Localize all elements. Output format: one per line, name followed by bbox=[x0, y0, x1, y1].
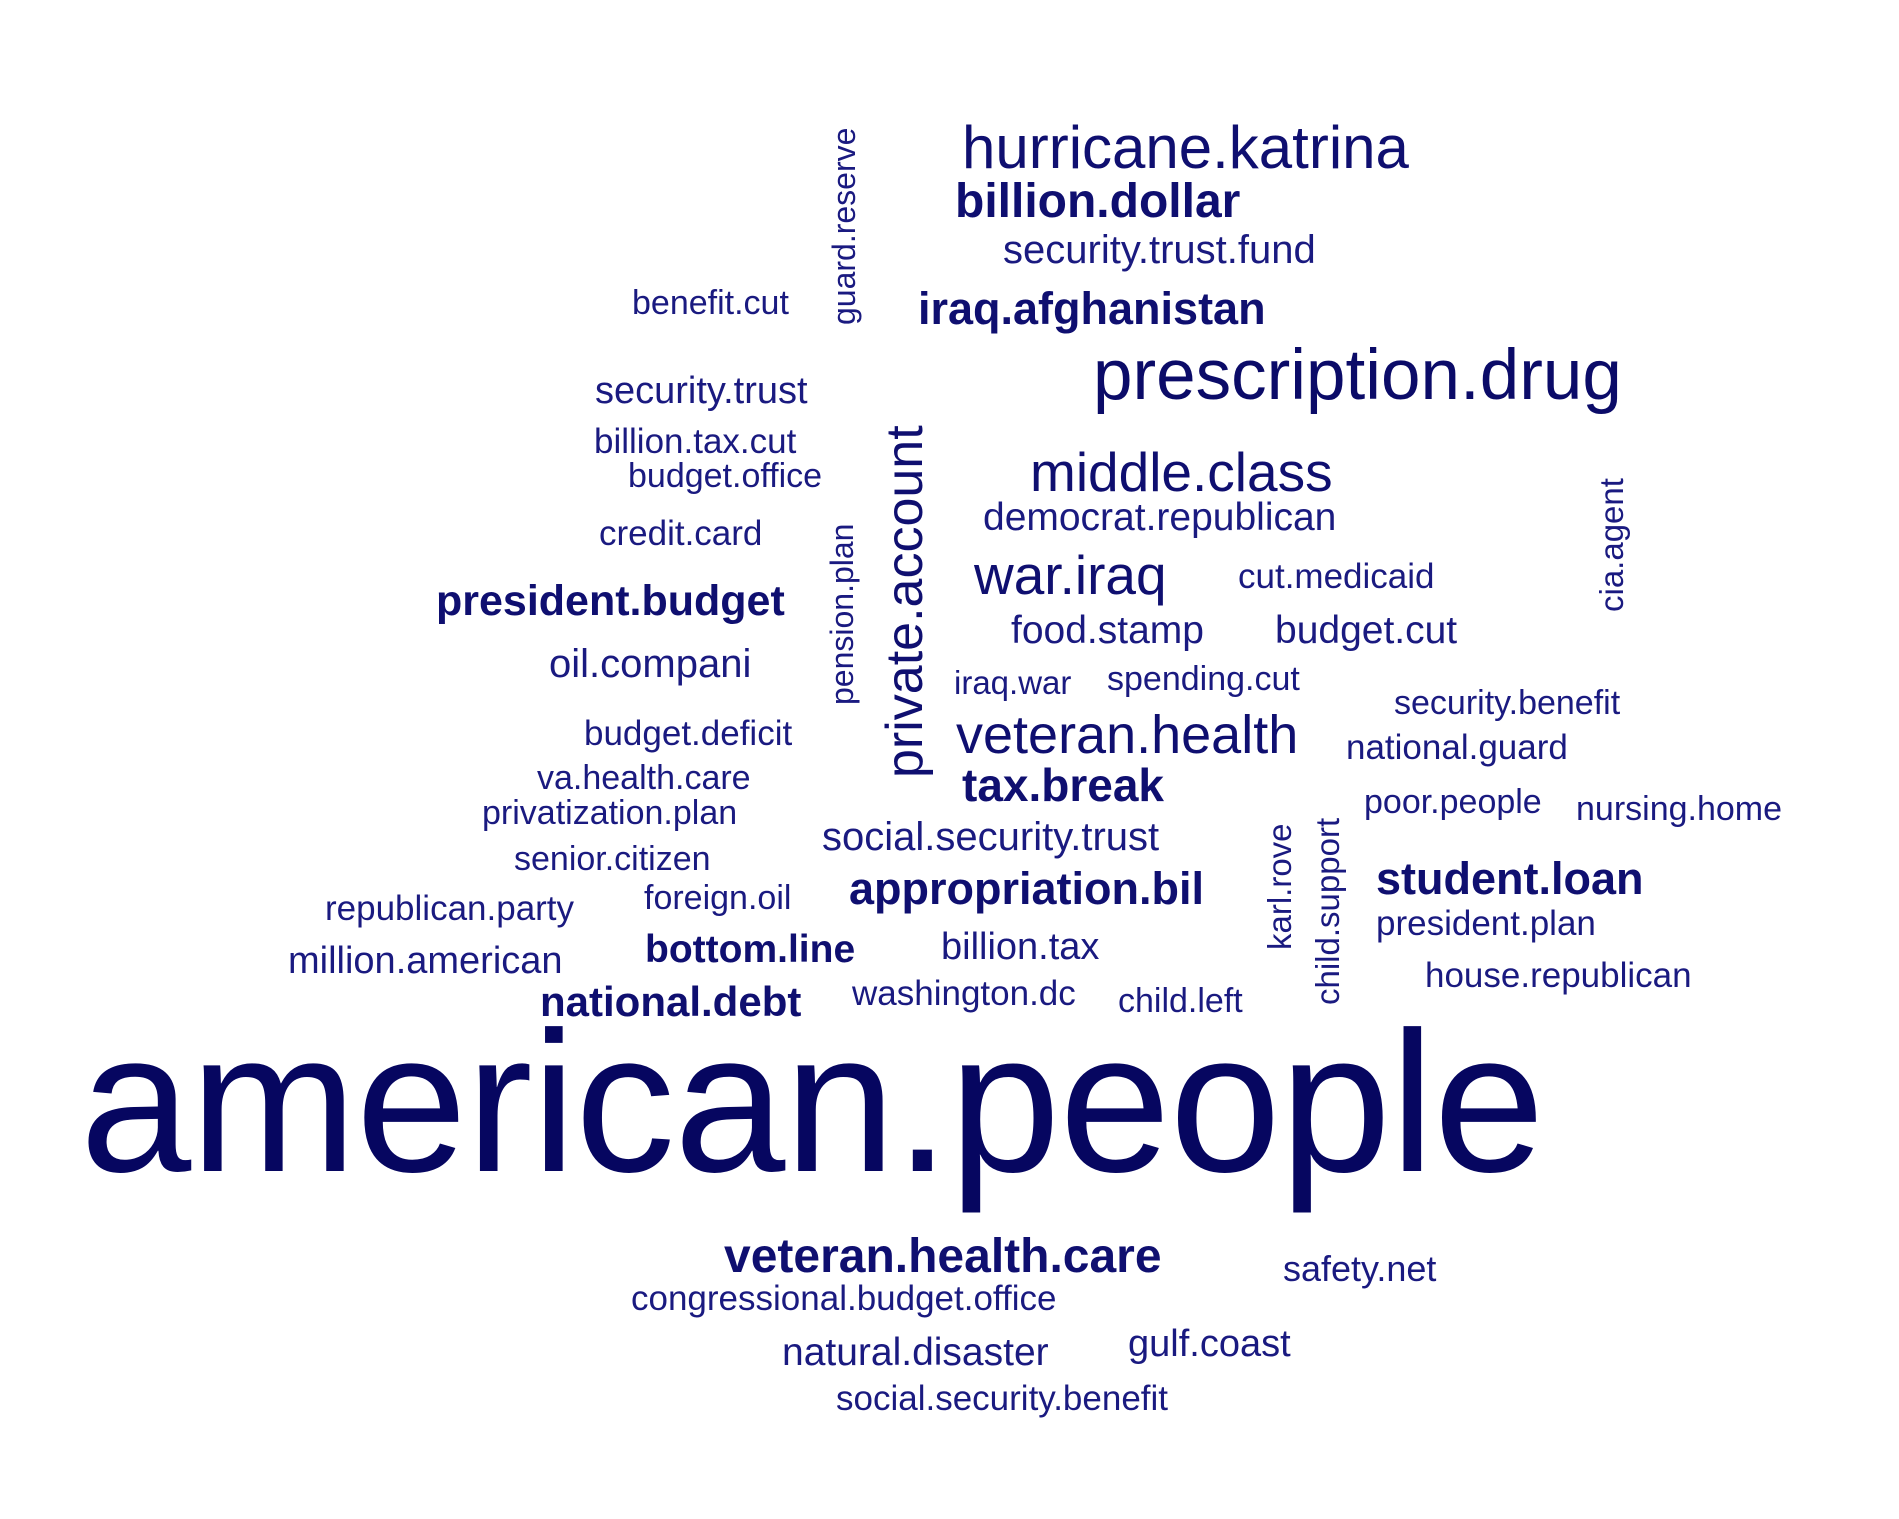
word-nursing-home: nursing.home bbox=[1576, 790, 1783, 828]
word-credit-card: credit.card bbox=[599, 514, 763, 553]
word-middle-class: middle.class bbox=[1030, 441, 1333, 503]
word-veteran-health-care: veteran.health.care bbox=[724, 1230, 1162, 1283]
word-republican-party: republican.party bbox=[325, 889, 575, 928]
word-million-american: million.american bbox=[288, 940, 563, 982]
word-veteran-health: veteran.health bbox=[956, 705, 1299, 765]
word-tax-break: tax.break bbox=[962, 759, 1165, 811]
word-appropriation-bill: appropriation.bil bbox=[849, 863, 1204, 914]
word-iraq-afghanistan: iraq.afghanistan bbox=[918, 283, 1266, 334]
word-washington-dc: washington.dc bbox=[852, 974, 1076, 1013]
word-child-left: child.left bbox=[1118, 982, 1243, 1020]
word-social-security-benefit: social.security.benefit bbox=[836, 1379, 1169, 1418]
word-iraq-war: iraq.war bbox=[954, 664, 1072, 701]
word-billion-tax-cut: billion.tax.cut bbox=[594, 422, 797, 461]
word-democrat-republican: democrat.republican bbox=[983, 496, 1337, 539]
word-student-loan: student.loan bbox=[1376, 853, 1644, 904]
word-poor-people: poor.people bbox=[1364, 783, 1542, 821]
word-oil-companies: oil.compani bbox=[549, 642, 752, 686]
word-va-health-care: va.health.care bbox=[537, 759, 751, 797]
word-private-account: private.account bbox=[876, 425, 934, 778]
word-budget-deficit: budget.deficit bbox=[584, 714, 793, 753]
word-prescription-drug: prescription.drug bbox=[1093, 336, 1622, 415]
word-pension-plan: pension.plan bbox=[824, 523, 860, 705]
word-cut-medicaid: cut.medicaid bbox=[1238, 557, 1435, 596]
word-benefit-cut: benefit.cut bbox=[632, 284, 789, 322]
word-cia-agent: cia.agent bbox=[1593, 478, 1630, 612]
word-safety-net: safety.net bbox=[1283, 1248, 1437, 1289]
word-social-security-trust: social.security.trust bbox=[822, 815, 1160, 859]
word-senior-citizen: senior.citizen bbox=[514, 840, 711, 878]
word-bottom-line: bottom.line bbox=[645, 928, 856, 971]
word-security-trust-fund: security.trust.fund bbox=[1003, 228, 1316, 272]
word-karl-rove: karl.rove bbox=[1261, 823, 1298, 950]
word-national-guard: national.guard bbox=[1346, 728, 1568, 767]
word-security-trust: security.trust bbox=[595, 370, 808, 412]
word-child-support: child.support bbox=[1309, 817, 1346, 1005]
word-american-people: american.people bbox=[80, 991, 1545, 1214]
word-national-debt: national.debt bbox=[540, 978, 802, 1025]
word-spending-cut: spending.cut bbox=[1107, 660, 1300, 698]
word-food-stamp: food.stamp bbox=[1011, 609, 1204, 652]
word-hurricane-katrina: hurricane.katrina bbox=[962, 114, 1409, 181]
word-foreign-oil: foreign.oil bbox=[644, 879, 792, 917]
word-billion-tax: billion.tax bbox=[941, 926, 1100, 968]
word-president-budget: president.budget bbox=[436, 577, 785, 625]
word-gulf-coast: gulf.coast bbox=[1128, 1323, 1291, 1365]
word-natural-disaster: natural.disaster bbox=[782, 1331, 1049, 1374]
word-war-iraq: war.iraq bbox=[974, 544, 1167, 606]
word-budget-cut: budget.cut bbox=[1275, 609, 1458, 652]
word-president-plan: president.plan bbox=[1376, 904, 1596, 943]
word-security-benefit: security.benefit bbox=[1394, 684, 1621, 722]
word-budget-office: budget.office bbox=[628, 457, 823, 495]
word-privatization-plan: privatization.plan bbox=[482, 794, 738, 832]
word-congressional-budget-office: congressional.budget.office bbox=[631, 1279, 1057, 1318]
word-house-republican: house.republican bbox=[1425, 956, 1692, 995]
word-billion-dollar: billion.dollar bbox=[955, 175, 1241, 228]
word-guard-reserve: guard.reserve bbox=[826, 127, 862, 325]
